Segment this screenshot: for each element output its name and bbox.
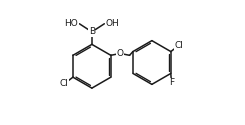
Text: O: O [117, 49, 124, 58]
Text: Cl: Cl [175, 40, 184, 50]
Text: OH: OH [106, 19, 119, 28]
Text: HO: HO [64, 19, 78, 28]
Text: F: F [169, 78, 174, 87]
Text: Cl: Cl [60, 79, 69, 88]
Text: B: B [89, 27, 95, 36]
